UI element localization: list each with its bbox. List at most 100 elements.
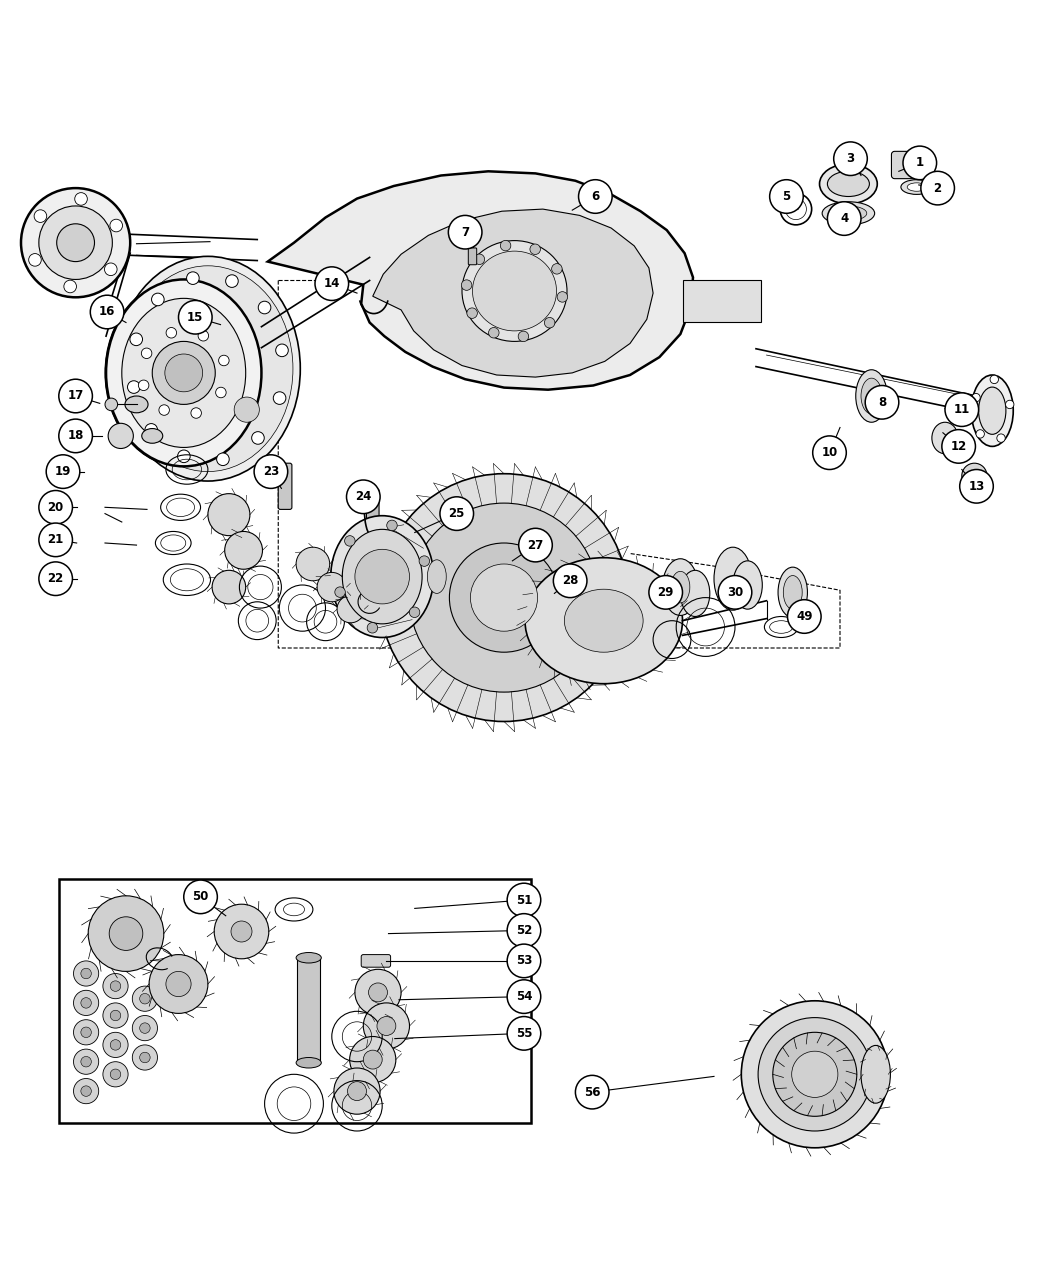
Circle shape [178, 301, 212, 334]
Ellipse shape [783, 575, 802, 609]
Circle shape [64, 280, 77, 293]
Circle shape [159, 404, 169, 416]
Circle shape [88, 896, 164, 972]
Text: 13: 13 [968, 479, 985, 493]
Text: 27: 27 [527, 538, 544, 552]
Ellipse shape [901, 180, 932, 194]
Circle shape [865, 385, 899, 419]
Text: 23: 23 [262, 465, 279, 478]
Ellipse shape [831, 207, 867, 221]
Circle shape [208, 493, 250, 536]
Text: 49: 49 [796, 609, 813, 623]
Circle shape [355, 550, 410, 604]
Circle shape [81, 968, 91, 979]
Circle shape [507, 944, 541, 978]
Circle shape [216, 453, 229, 465]
Bar [297, 958, 320, 1063]
Circle shape [34, 210, 46, 222]
Circle shape [475, 254, 485, 264]
Circle shape [276, 344, 289, 357]
Ellipse shape [820, 164, 878, 204]
Ellipse shape [680, 570, 710, 617]
Text: 55: 55 [516, 1026, 532, 1040]
Ellipse shape [142, 428, 163, 444]
Circle shape [348, 1081, 366, 1100]
Text: 6: 6 [591, 190, 600, 203]
Circle shape [813, 436, 846, 469]
Circle shape [103, 1033, 128, 1057]
Text: 52: 52 [516, 924, 532, 937]
Ellipse shape [907, 182, 926, 191]
Circle shape [410, 504, 598, 692]
Circle shape [972, 394, 981, 402]
Ellipse shape [971, 375, 1013, 446]
Circle shape [149, 955, 208, 1014]
Circle shape [151, 293, 164, 306]
Circle shape [317, 572, 346, 602]
FancyBboxPatch shape [278, 463, 292, 510]
Text: 24: 24 [355, 491, 372, 504]
Circle shape [834, 142, 867, 176]
Circle shape [544, 317, 554, 328]
Circle shape [74, 1079, 99, 1104]
Text: 14: 14 [323, 277, 340, 291]
Circle shape [827, 201, 861, 236]
Circle shape [28, 254, 41, 266]
Text: 54: 54 [516, 991, 532, 1003]
Ellipse shape [663, 558, 698, 616]
Text: 20: 20 [47, 501, 64, 514]
Circle shape [218, 356, 229, 366]
Circle shape [355, 969, 401, 1015]
Circle shape [350, 1037, 396, 1082]
Ellipse shape [342, 529, 422, 623]
Ellipse shape [152, 342, 215, 404]
Circle shape [231, 921, 252, 942]
Circle shape [976, 430, 985, 439]
Circle shape [110, 980, 121, 992]
Circle shape [39, 207, 112, 279]
Ellipse shape [123, 265, 293, 472]
Text: 50: 50 [192, 890, 209, 904]
Circle shape [470, 564, 538, 631]
Circle shape [140, 1052, 150, 1063]
Circle shape [81, 1028, 91, 1038]
Circle shape [142, 348, 152, 358]
Text: 5: 5 [782, 190, 791, 203]
Circle shape [461, 279, 471, 291]
Circle shape [75, 193, 87, 205]
Circle shape [558, 292, 568, 302]
Circle shape [74, 1049, 99, 1075]
Text: 4: 4 [840, 212, 848, 226]
Circle shape [165, 354, 203, 391]
Circle shape [380, 474, 628, 722]
Circle shape [334, 1068, 380, 1114]
Circle shape [132, 1046, 158, 1070]
Circle shape [377, 1016, 396, 1035]
Ellipse shape [856, 370, 887, 422]
Circle shape [81, 1086, 91, 1096]
Circle shape [507, 1016, 541, 1051]
Ellipse shape [472, 251, 556, 332]
Ellipse shape [122, 298, 246, 448]
Circle shape [551, 264, 562, 274]
Circle shape [132, 1015, 158, 1040]
Circle shape [225, 532, 262, 569]
Text: 15: 15 [187, 311, 204, 324]
Circle shape [530, 244, 541, 255]
Circle shape [166, 972, 191, 997]
Circle shape [501, 241, 511, 251]
Circle shape [507, 914, 541, 947]
Circle shape [139, 380, 149, 390]
Text: 7: 7 [461, 226, 469, 238]
Circle shape [109, 917, 143, 950]
Circle shape [363, 1003, 410, 1049]
Circle shape [226, 275, 238, 287]
Text: 25: 25 [448, 507, 465, 520]
Text: 2: 2 [933, 181, 942, 195]
Polygon shape [268, 171, 693, 390]
Text: 11: 11 [953, 403, 970, 416]
Circle shape [132, 986, 158, 1011]
Circle shape [57, 224, 94, 261]
Circle shape [315, 266, 349, 301]
Circle shape [215, 388, 226, 398]
